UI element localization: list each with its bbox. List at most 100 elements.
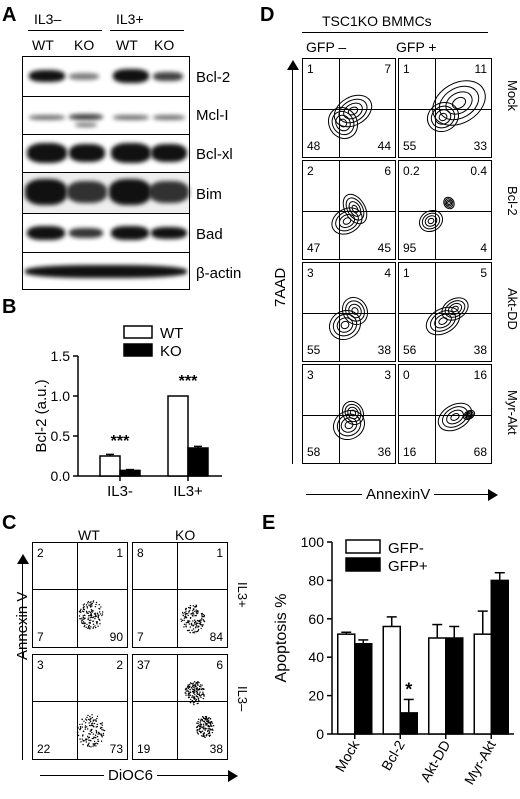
quadrant-percentage: 55 (307, 343, 321, 357)
quadrant-percentage: 95 (403, 241, 417, 255)
blot-label-mcl1: Mcl-I (196, 107, 229, 124)
panel-d-row-myrakt: Myr-Akt (505, 390, 520, 435)
quadrant-percentage: 22 (37, 742, 51, 756)
legend-label: WT (160, 325, 183, 342)
gate-line-horizontal (399, 109, 491, 110)
legend-swatch (123, 325, 153, 339)
blot-label-actin: β-actin (196, 265, 242, 282)
contour-plot: 2 6 47 45 (302, 160, 396, 260)
legend-swatch (345, 557, 381, 572)
bar (473, 633, 492, 735)
lane-label-2: KO (74, 37, 95, 53)
arrow-right-icon (488, 489, 498, 501)
contour-plot: 1 7 48 44 (302, 58, 396, 158)
x-tick-label: Akt-DD (417, 738, 453, 785)
quadrant-percentage: 37 (137, 658, 151, 672)
gate-line-horizontal (399, 415, 491, 416)
quadrant-percentage: 38 (377, 343, 391, 357)
gate-line-vertical (435, 161, 436, 259)
y-tick-label: 100 (301, 534, 325, 550)
quadrant-percentage: 11 (474, 62, 487, 76)
legend-label: GFP- (388, 540, 424, 557)
x-tick-label: IL3- (107, 483, 133, 500)
y-axis-label: Bcl-2 (a.u.) (33, 379, 50, 452)
significance-label: *** (179, 373, 198, 390)
panel-c-col-ko: KO (175, 527, 196, 543)
quadrant-percentage: 3 (384, 368, 391, 382)
quadrant-percentage: 16 (403, 445, 417, 459)
gate-line-horizontal (303, 211, 395, 212)
contour-plot: 1 5 56 38 (398, 262, 492, 362)
quadrant-percentage: 4 (384, 266, 391, 280)
gate-line-vertical (177, 655, 178, 759)
panel-d-title: TSC1KO BMMCs (322, 13, 432, 29)
panel-d-xlabel: AnnexinV (362, 487, 435, 502)
blot-row-bclxl (23, 134, 189, 172)
gate-line-vertical (77, 543, 78, 647)
legend-swatch (123, 343, 153, 357)
lane-label-1: WT (32, 37, 54, 53)
quadrant-percentage: 1 (116, 546, 123, 560)
x-tick-label: Bcl-2 (378, 737, 408, 773)
quadrant-percentage: 45 (377, 241, 391, 255)
blot-label-bclxl: Bcl-xl (196, 146, 233, 163)
quadrant-percentage: 38 (473, 343, 487, 357)
quadrant-percentage: 1 (216, 546, 223, 560)
contour-plot: 0.2 0.4 95 4 (398, 160, 492, 260)
gate-line-vertical (339, 263, 340, 361)
blot-label-bad: Bad (196, 226, 223, 243)
bar (490, 579, 509, 735)
quadrant-percentage: 4 (480, 241, 487, 255)
quadrant-percentage: 68 (473, 445, 487, 459)
quadrant-percentage: 5 (480, 266, 487, 280)
quadrant-percentage: 1 (403, 266, 410, 280)
blot-row-bim (23, 172, 189, 213)
quadrant-percentage: 0 (403, 368, 410, 382)
panel-c-y-arrow (22, 562, 23, 760)
group-line-il3-plus (110, 30, 184, 31)
blot-row-actin (23, 252, 189, 290)
gate-line-horizontal (33, 701, 127, 702)
y-tick-label: 0 (316, 726, 324, 742)
gate-line-horizontal (133, 701, 227, 702)
group-line-il3-minus (28, 30, 102, 31)
quadrant-percentage: 36 (377, 445, 391, 459)
contour-plot: 0 16 16 68 (398, 364, 492, 464)
quadrant-percentage: 33 (473, 139, 487, 153)
quadrant-percentage: 38 (209, 742, 223, 756)
blot-label-bim: Bim (196, 186, 222, 203)
quadrant-percentage: 7 (37, 630, 44, 644)
panel-d-row-aktdd: Akt-DD (505, 288, 520, 330)
quadrant-percentage: 90 (109, 630, 123, 644)
gate-line-vertical (435, 263, 436, 361)
blot-row-bcl2 (23, 57, 189, 95)
quadrant-percentage: 2 (116, 658, 123, 672)
blot-row-mcl1 (23, 96, 189, 134)
y-tick-label: 80 (308, 572, 324, 588)
panel-b-label: B (2, 296, 17, 318)
gate-line-horizontal (303, 109, 395, 110)
bar (399, 712, 418, 735)
y-axis-label: Apoptosis % (273, 594, 290, 683)
panel-c-col-wt: WT (78, 527, 100, 543)
contour-plot: 3 4 55 38 (302, 262, 396, 362)
y-tick-label: 1.0 (51, 388, 71, 404)
panel-c-grid: 2 1 7 90 8 1 7 84 3 2 22 73 37 6 19 38 (32, 542, 232, 762)
dot-plot: 8 1 7 84 (132, 542, 228, 648)
quadrant-percentage: 0.4 (470, 164, 487, 178)
quadrant-percentage: 6 (384, 164, 391, 178)
panel-d-row-bcl2: Bcl-2 (505, 186, 520, 216)
quadrant-percentage: 0.2 (403, 164, 420, 178)
quadrant-percentage: 8 (137, 546, 144, 560)
quadrant-percentage: 84 (209, 630, 223, 644)
gate-line-horizontal (303, 313, 395, 314)
panel-d-ylabel: 7AAD (272, 264, 289, 310)
gate-line-vertical (339, 365, 340, 463)
quadrant-percentage: 44 (377, 139, 391, 153)
gate-line-horizontal (303, 415, 395, 416)
significance-label: * (405, 679, 412, 699)
x-tick-label: Mock (332, 737, 363, 775)
dot-plot: 2 1 7 90 (32, 542, 128, 648)
gate-line-horizontal (133, 589, 227, 590)
lane-label-4: KO (154, 37, 175, 53)
